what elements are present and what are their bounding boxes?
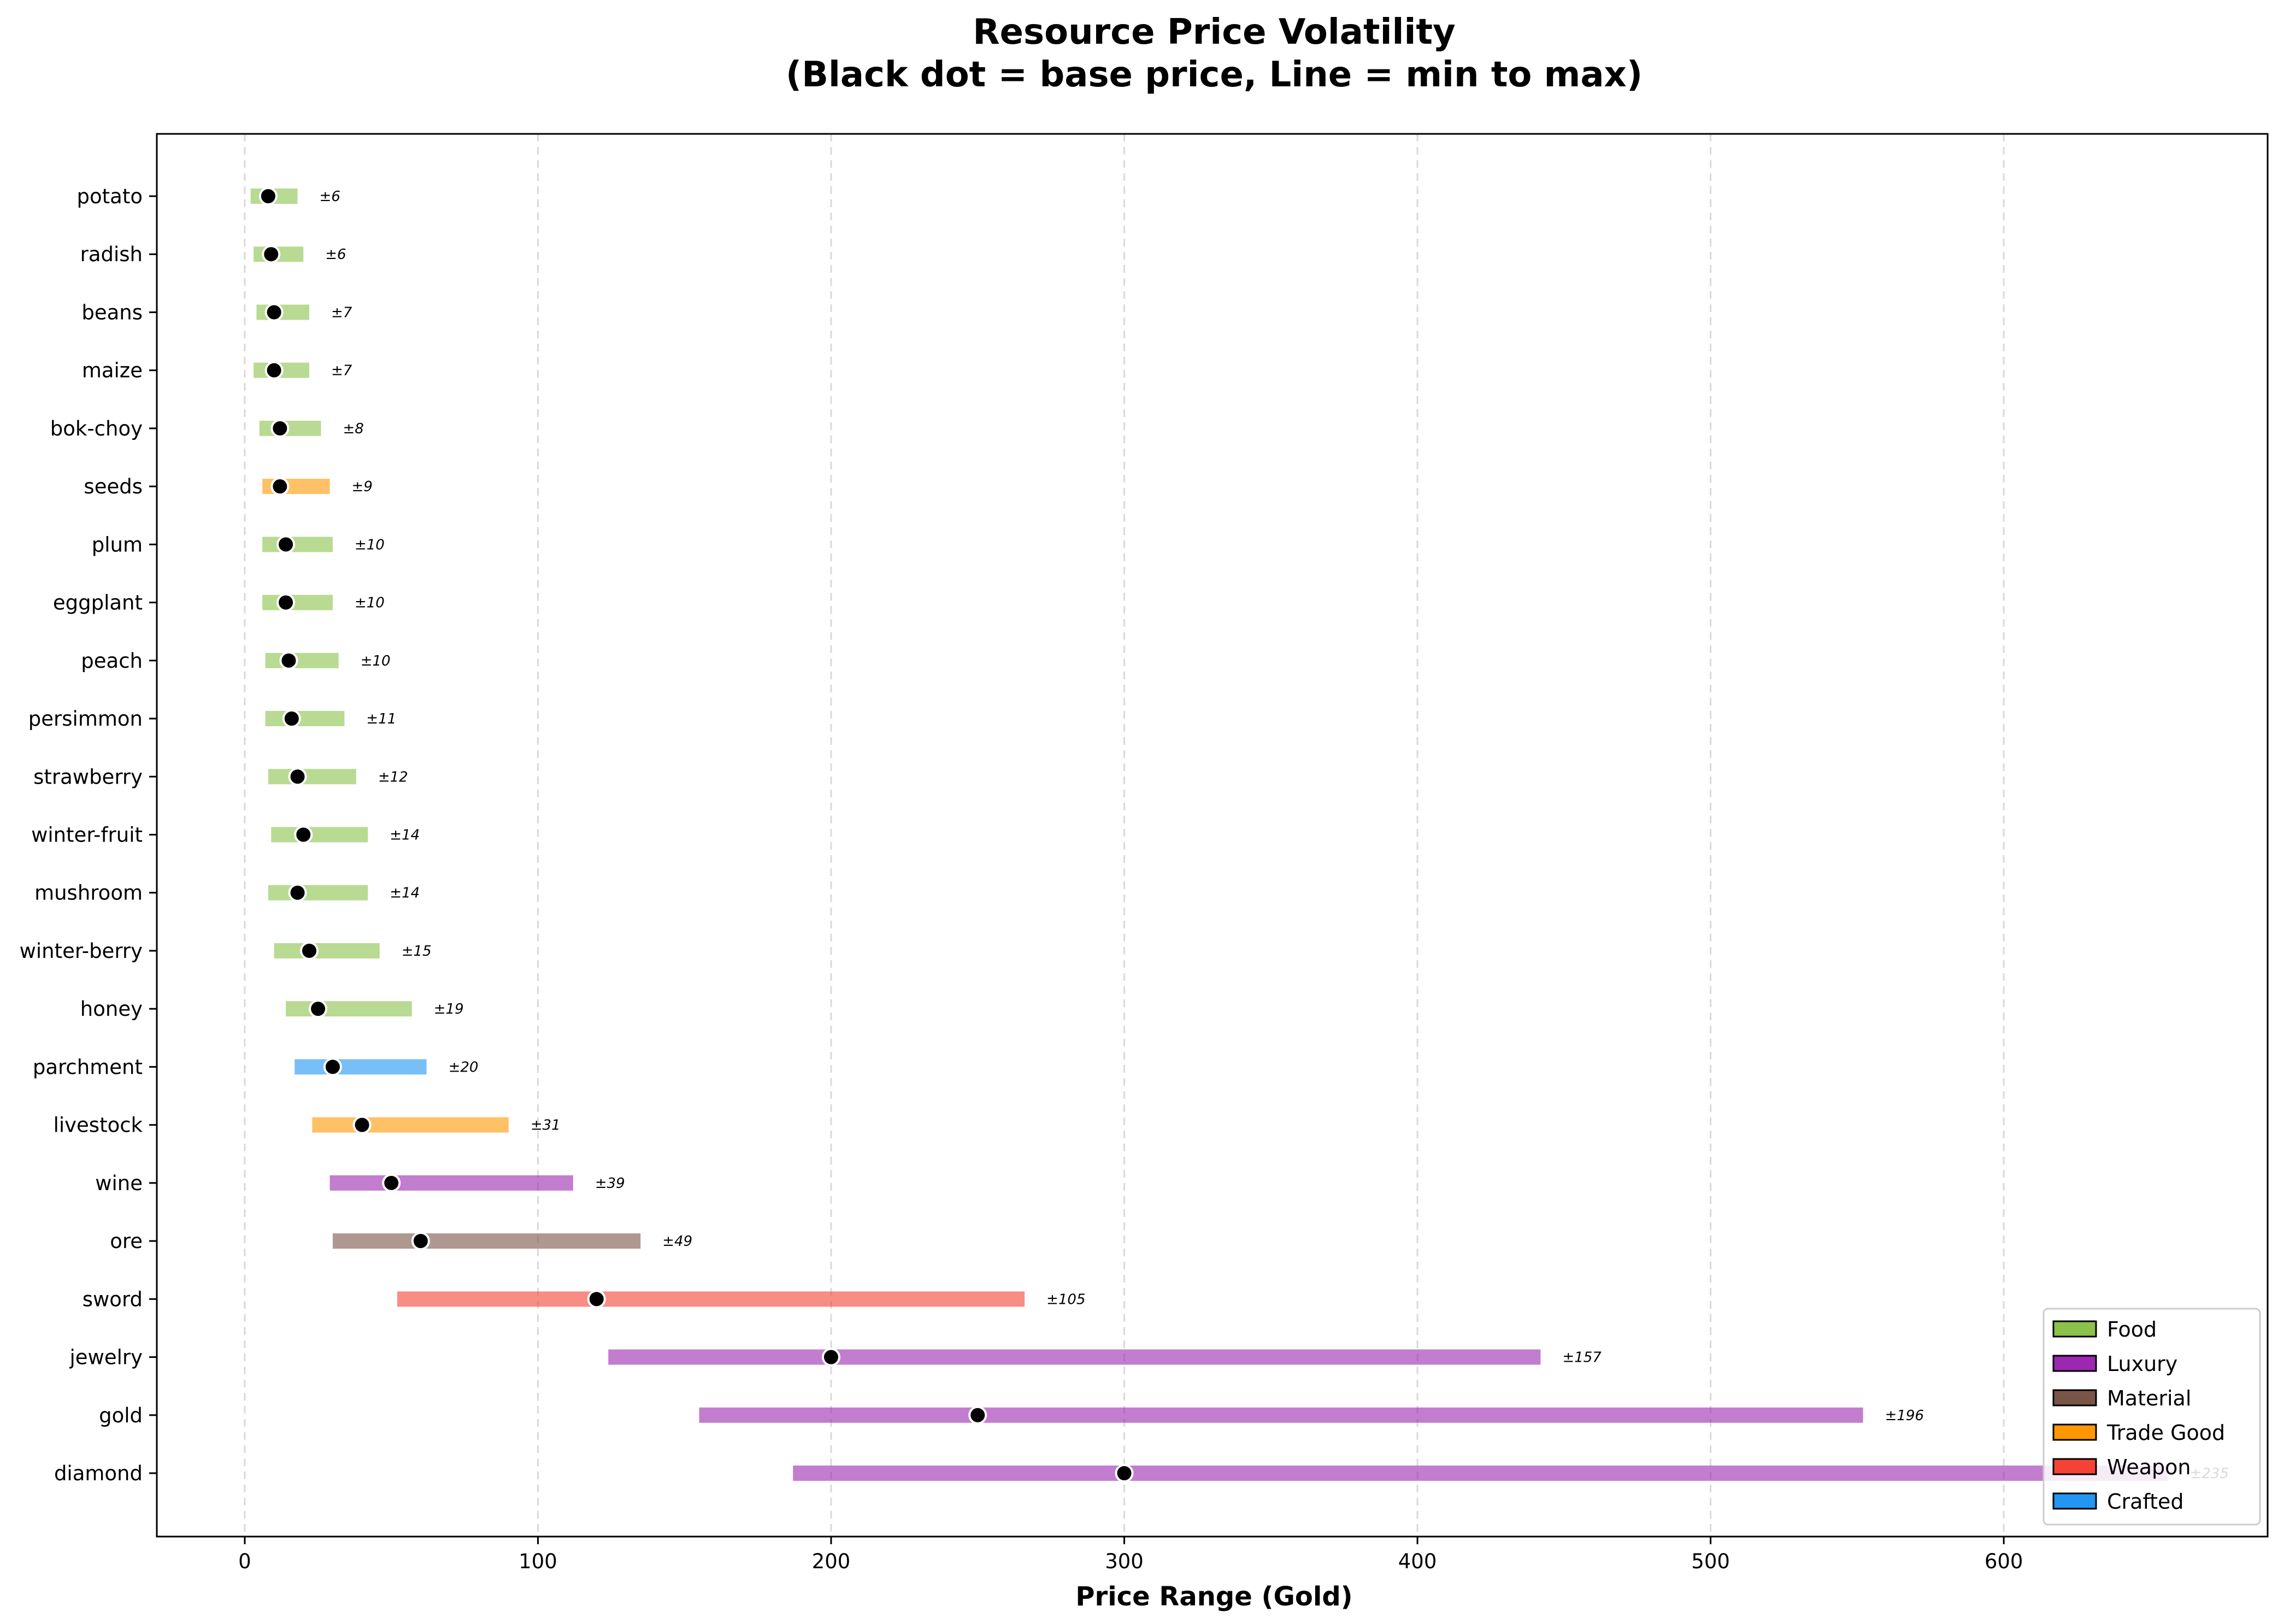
- base-dot-peach: [279, 651, 298, 670]
- plot-area-frame: [156, 133, 2269, 1538]
- volatility-label-persimmon: ±11: [366, 711, 396, 727]
- chart-title-line-2: (Black dot = base price, Line = min to m…: [786, 55, 1643, 95]
- base-dot-jewelry: [822, 1348, 841, 1367]
- volatility-label-ore: ±49: [662, 1233, 692, 1250]
- x-tick-label: 300: [1105, 1550, 1144, 1573]
- legend-swatch: [2052, 1320, 2097, 1338]
- legend-entry-label: Weapon: [2107, 1455, 2191, 1479]
- y-tick-label-winter-fruit: winter-fruit: [31, 823, 143, 847]
- y-tick-label-livestock: livestock: [54, 1114, 143, 1137]
- volatility-label-seeds: ±9: [352, 479, 373, 495]
- base-dot-plum: [276, 535, 296, 554]
- volatility-label-parchment: ±20: [449, 1059, 479, 1075]
- base-dot-sword: [587, 1290, 606, 1309]
- legend-swatch: [2052, 1423, 2097, 1441]
- base-dot-eggplant: [276, 593, 296, 612]
- y-tick-label-wine: wine: [95, 1172, 143, 1195]
- x-tick-labels: 0 100 200 300 400 500 600: [238, 1537, 2023, 1573]
- volatility-labels: ±6 ±6 ±7 ±7 ±8 ±9 ±10 ±10 ±10 ±11 ±12 ±14 ±14 ±15 ±19 ±…: [320, 189, 2229, 1482]
- y-tick-label-eggplant: eggplant: [53, 591, 143, 615]
- volatility-label-jewelry: ±157: [1562, 1350, 1602, 1366]
- chart-title-line-1: Resource Price Volatility: [973, 12, 1455, 52]
- base-dot-seeds: [270, 477, 290, 496]
- base-dot-wine: [382, 1173, 401, 1192]
- legend-entry-label: Material: [2107, 1386, 2191, 1410]
- volatility-label-mushroom: ±14: [390, 885, 420, 902]
- base-dot-winter-fruit: [294, 825, 313, 844]
- y-tick-label-plum: plum: [92, 533, 143, 556]
- volatility-label-eggplant: ±10: [355, 595, 385, 611]
- volatility-label-plum: ±10: [355, 537, 385, 553]
- base-dot-beans: [264, 303, 284, 322]
- base-dot-winter-berry: [299, 941, 319, 960]
- volatility-label-radish: ±6: [325, 246, 346, 263]
- legend-entry-label: Trade Good: [2106, 1421, 2225, 1445]
- y-tick-label-seeds: seeds: [84, 475, 143, 498]
- x-tick-label: 100: [519, 1550, 557, 1573]
- volatility-label-beans: ±7: [331, 304, 352, 321]
- y-tick-label-bok-choy: bok-choy: [50, 417, 143, 440]
- legend-entry-label: Luxury: [2107, 1352, 2177, 1376]
- volatility-label-livestock: ±31: [531, 1117, 561, 1134]
- base-dot-ore: [411, 1232, 430, 1251]
- legend-swatch: [2052, 1389, 2097, 1407]
- legend-box: [2042, 1308, 2261, 1526]
- base-price-dots: [258, 187, 1134, 1482]
- base-dot-mushroom: [288, 883, 307, 902]
- y-tick-label-parchment: parchment: [33, 1055, 143, 1079]
- legend-swatch: [2052, 1492, 2097, 1510]
- y-tick-label-peach: peach: [81, 649, 143, 673]
- y-tick-label-jewelry: jewelry: [69, 1346, 143, 1369]
- y-tick-label-winter-berry: winter-berry: [20, 939, 143, 963]
- y-tick-label-radish: radish: [80, 243, 143, 266]
- volatility-label-strawberry: ±12: [378, 769, 408, 785]
- y-tick-label-honey: honey: [80, 997, 143, 1021]
- volatility-label-sword: ±105: [1046, 1291, 1085, 1308]
- x-tick-label: 600: [1985, 1550, 2023, 1573]
- x-tick-label: 400: [1398, 1550, 1437, 1573]
- base-dot-persimmon: [282, 709, 301, 728]
- y-tick-label-strawberry: strawberry: [33, 765, 143, 789]
- x-axis-label: Price Range (Gold): [1075, 1581, 1352, 1612]
- volatility-label-maize: ±7: [331, 363, 352, 379]
- volatility-label-wine: ±39: [595, 1175, 625, 1192]
- base-dot-bok-choy: [270, 419, 290, 438]
- legend-entry-label: Food: [2107, 1317, 2157, 1341]
- y-tick-labels: potato radish beans maize bok-choy seeds plum e…: [20, 185, 157, 1485]
- legend-entry-label: Crafted: [2107, 1490, 2184, 1514]
- y-tick-label-gold: gold: [99, 1404, 143, 1427]
- base-dot-diamond: [1115, 1464, 1134, 1482]
- legend: Food Luxury Material Trade Good Weapon Crafte…: [2042, 1308, 2261, 1526]
- base-dot-radish: [262, 245, 281, 264]
- grid-lines: [244, 134, 2005, 1537]
- base-dot-livestock: [352, 1115, 372, 1134]
- y-tick-label-sword: sword: [83, 1287, 143, 1311]
- base-dot-honey: [309, 999, 328, 1019]
- volatility-label-peach: ±10: [361, 653, 391, 669]
- y-tick-label-mushroom: mushroom: [34, 881, 143, 905]
- volatility-label-honey: ±19: [434, 1001, 464, 1017]
- x-tick-label: 200: [812, 1550, 851, 1573]
- volatility-label-potato: ±6: [320, 189, 340, 205]
- base-dot-parchment: [323, 1057, 342, 1076]
- legend-swatch: [2052, 1355, 2097, 1372]
- volatility-label-bok-choy: ±8: [343, 421, 363, 437]
- y-tick-label-maize: maize: [82, 359, 143, 383]
- y-tick-label-potato: potato: [77, 185, 143, 208]
- volatility-label-winter-fruit: ±14: [390, 827, 420, 844]
- y-tick-label-ore: ore: [110, 1229, 143, 1253]
- y-tick-label-persimmon: persimmon: [28, 707, 143, 731]
- x-tick-label: 0: [238, 1550, 251, 1573]
- y-tick-label-beans: beans: [81, 301, 143, 324]
- base-dot-maize: [264, 361, 284, 380]
- volatility-label-gold: ±196: [1885, 1408, 1924, 1424]
- base-dot-gold: [968, 1405, 987, 1425]
- legend-swatch: [2052, 1458, 2097, 1475]
- base-dot-potato: [258, 187, 278, 205]
- volatility-label-winter-berry: ±15: [402, 943, 432, 960]
- y-tick-label-diamond: diamond: [54, 1462, 143, 1485]
- x-tick-label: 500: [1691, 1550, 1730, 1573]
- base-dot-strawberry: [288, 767, 307, 786]
